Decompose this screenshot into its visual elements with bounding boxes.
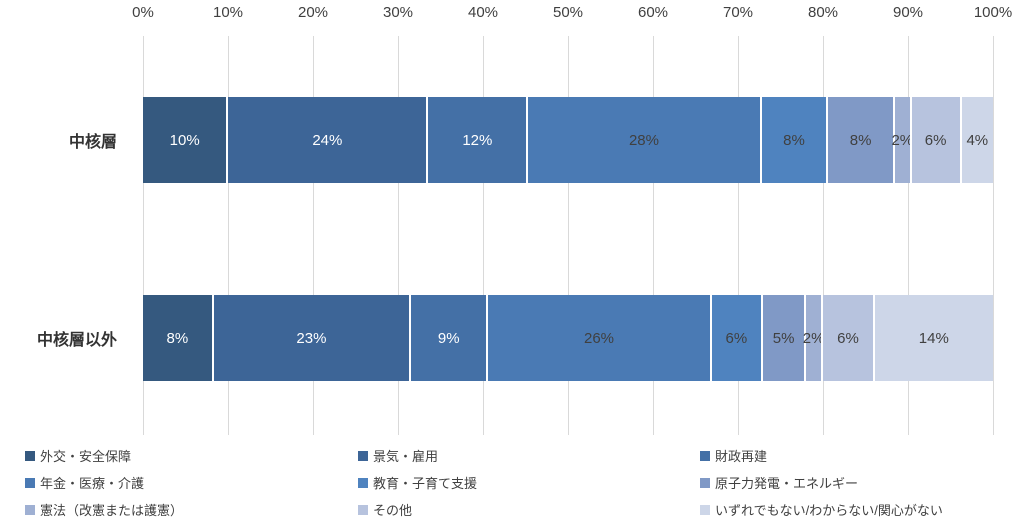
data-label: 2%	[891, 131, 914, 149]
legend-item: 原子力発電・エネルギー	[700, 473, 1025, 492]
bar-segment: 2%	[891, 97, 914, 183]
x-axis-tick-label: 10%	[212, 4, 244, 21]
legend-swatch-icon	[358, 504, 368, 515]
legend-item: 憲法（改憲または護憲）	[25, 500, 358, 519]
bar-2: 8% 23% 9% 26% 6% 5% 2% 6% 14%	[143, 295, 993, 381]
gridline	[483, 36, 484, 435]
legend-label: 憲法（改憲または護憲）	[40, 503, 184, 518]
x-axis-tick-label: 20%	[297, 4, 329, 21]
bar-segment: 14%	[872, 295, 993, 381]
legend-label: 原子力発電・エネルギー	[715, 476, 859, 491]
data-label: 8%	[783, 131, 805, 149]
data-label: 6%	[725, 329, 748, 347]
legend-swatch-icon	[358, 450, 368, 461]
legend-swatch-icon	[358, 477, 368, 488]
x-axis-tick-label: 60%	[637, 4, 669, 21]
legend-item: 外交・安全保障	[25, 446, 358, 465]
category-label: 中核層	[68, 134, 117, 151]
data-label: 26%	[584, 329, 615, 347]
gridline	[823, 36, 824, 435]
bar-segment: 28%	[526, 97, 760, 183]
data-label: 4%	[966, 131, 989, 149]
data-label: 8%	[849, 131, 872, 149]
legend-swatch-icon	[700, 477, 710, 488]
data-label: 23%	[296, 329, 327, 347]
gridline	[143, 36, 144, 435]
x-axis-tick-label: 30%	[382, 4, 414, 21]
x-axis-tick-label: 80%	[807, 4, 839, 21]
legend-swatch-icon	[25, 450, 35, 461]
legend-item: 景気・雇用	[358, 446, 700, 465]
bar-segment: 6%	[909, 97, 960, 183]
gridline	[653, 36, 654, 435]
gridline	[228, 36, 229, 435]
bar-segment: 23%	[211, 295, 410, 381]
data-label: 28%	[628, 131, 659, 149]
legend-label: 財政再建	[715, 449, 768, 464]
legend-item: その他	[358, 500, 700, 519]
bar-segment: 9%	[409, 295, 487, 381]
legend-item: 財政再建	[700, 446, 1025, 465]
gridline	[738, 36, 739, 435]
data-label: 9%	[437, 329, 460, 347]
bar-segment: 8%	[826, 97, 893, 183]
bar-segment: 10%	[143, 97, 227, 183]
data-label: 14%	[918, 329, 949, 347]
data-label: 24%	[312, 131, 343, 149]
x-axis-tick-label: 0%	[132, 4, 154, 21]
bar-segment: 26%	[486, 295, 710, 381]
data-label: 6%	[837, 329, 859, 347]
legend-label: 景気・雇用	[373, 449, 439, 464]
data-label: 8%	[166, 329, 189, 347]
legend-item: いずれでもない/わからない/関心がない	[700, 500, 1025, 519]
gridline	[313, 36, 314, 435]
data-label: 10%	[169, 131, 200, 149]
legend-label: いずれでもない/わからない/関心がない	[715, 503, 943, 518]
x-axis-tick-label: 100%	[973, 4, 1013, 21]
legend-swatch-icon	[25, 504, 35, 515]
legend-label: 外交・安全保障	[40, 449, 132, 464]
bar-segment: 24%	[226, 97, 427, 183]
bar-segment: 6%	[709, 295, 762, 381]
gridline	[993, 36, 994, 435]
x-axis-tick-label: 50%	[552, 4, 584, 21]
chart-legend: 外交・安全保障 景気・雇用 財政再建年金・医療・介護 教育・子育て支援 原子力発電・エネ…	[25, 442, 1025, 523]
legend-label: 教育・子育て支援	[373, 476, 478, 491]
legend-item: 年金・医療・介護	[25, 473, 358, 492]
gridline	[398, 36, 399, 435]
bar-segment: 8%	[143, 295, 212, 381]
bar-segment: 6%	[821, 295, 873, 381]
x-axis-tick-label: 40%	[467, 4, 499, 21]
gridline	[568, 36, 569, 435]
x-axis-tick-label: 90%	[892, 4, 924, 21]
data-label: 5%	[772, 329, 795, 347]
bar-segment: 4%	[959, 97, 993, 183]
data-label: 2%	[802, 329, 825, 347]
data-label: 6%	[924, 131, 947, 149]
legend-label: その他	[373, 503, 413, 518]
bar-segment: 5%	[761, 295, 805, 381]
bar-segment: 12%	[426, 97, 527, 183]
data-label: 12%	[462, 131, 493, 149]
bar-segment: 8%	[759, 97, 827, 183]
category-label: 中核層以外	[36, 332, 117, 349]
legend-item: 教育・子育て支援	[358, 473, 700, 492]
bar-1: 10% 24% 12% 28% 8% 8% 2% 6% 4%	[143, 97, 993, 183]
bar-segment: 2%	[803, 295, 824, 381]
legend-swatch-icon	[700, 504, 710, 515]
legend-swatch-icon	[25, 477, 35, 488]
legend-swatch-icon	[700, 450, 710, 461]
legend-label: 年金・医療・介護	[40, 476, 145, 491]
x-axis-tick-label: 70%	[722, 4, 754, 21]
gridline	[908, 36, 909, 435]
